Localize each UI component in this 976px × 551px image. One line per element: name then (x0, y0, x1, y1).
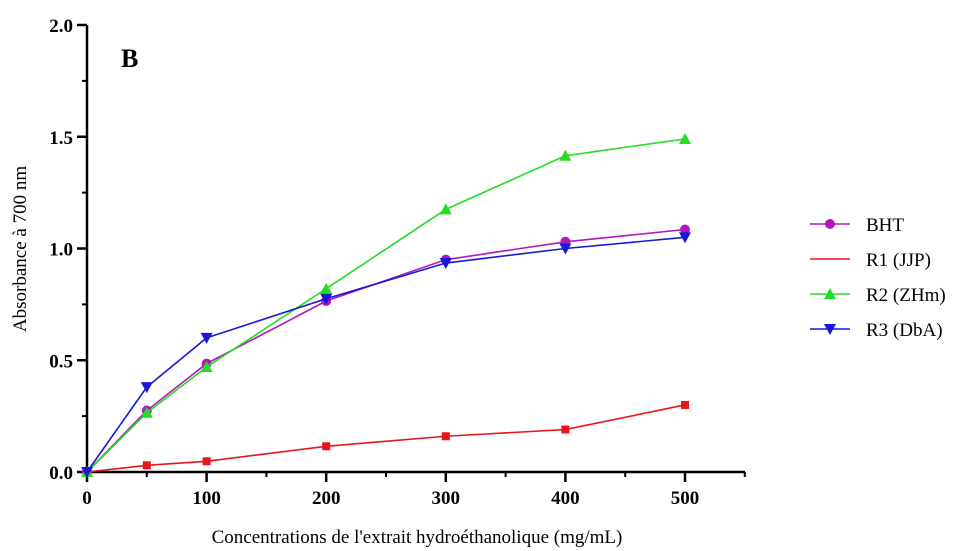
legend-item: R2 (ZHm) (810, 285, 946, 306)
data-point (561, 425, 570, 434)
data-point (679, 232, 691, 244)
y-tick-label: 1.5 (49, 128, 73, 149)
series-bht (82, 224, 690, 477)
x-tick-label: 100 (192, 488, 221, 509)
series-line (86, 138, 686, 473)
series-line (86, 404, 686, 473)
data-point (81, 467, 93, 478)
data-point (140, 406, 153, 418)
data-point (439, 258, 452, 270)
data-point (202, 457, 211, 466)
data-point (200, 360, 213, 372)
legend-label: R3 (DbA) (866, 320, 943, 341)
data-point (680, 224, 690, 235)
series-r2-zhm (81, 132, 691, 477)
series-r3-dba (81, 232, 691, 478)
data-point (322, 442, 331, 451)
legend-item: R3 (DbA) (810, 320, 943, 341)
legend-label: BHT (866, 215, 904, 236)
series-line (86, 236, 686, 473)
y-tick-label: 0.0 (49, 463, 73, 484)
x-ticks: 0 100 200 300 400 500 (82, 472, 746, 509)
panel-label: B (121, 44, 138, 73)
legend-marker (824, 288, 836, 299)
data-point (439, 203, 452, 215)
y-tick-label: 0.5 (49, 351, 73, 372)
legend-marker (825, 219, 835, 229)
data-point (320, 282, 333, 294)
series-line (86, 228, 686, 473)
x-tick-label: 200 (312, 488, 341, 509)
y-ticks: 0.0 0.5 1.0 1.5 2.0 (49, 16, 87, 484)
data-point (679, 132, 691, 144)
x-axis-title: Concentrations de l'extrait hydroéthanol… (212, 527, 623, 548)
data-point (200, 332, 213, 344)
y-tick-label: 2.0 (49, 16, 73, 37)
legend-label: R2 (ZHm) (866, 285, 946, 306)
data-point (441, 432, 450, 441)
x-tick-label: 500 (671, 488, 700, 509)
data-point (142, 461, 151, 470)
data-point (320, 293, 333, 305)
x-tick-label: 300 (432, 488, 461, 509)
legend-label: R1 (JJP) (866, 250, 931, 271)
legend: BHT R1 (JJP) R2 (ZHm) R3 (DbA) (810, 215, 946, 341)
x-tick-label: 0 (82, 488, 92, 509)
data-point (559, 149, 572, 161)
data-point (140, 382, 153, 394)
legend-item: R1 (JJP) (810, 250, 931, 271)
legend-marker (824, 324, 836, 335)
y-axis-title: Absorbance à 700 nm (10, 166, 31, 332)
data-point (681, 400, 689, 409)
series-layer (81, 132, 691, 478)
y-tick-label: 1.0 (49, 240, 73, 261)
legend-item: BHT (810, 215, 904, 236)
x-tick-label: 400 (551, 488, 580, 509)
axes (85, 25, 745, 474)
data-point (559, 243, 572, 255)
series-r1-jjp (83, 400, 689, 476)
